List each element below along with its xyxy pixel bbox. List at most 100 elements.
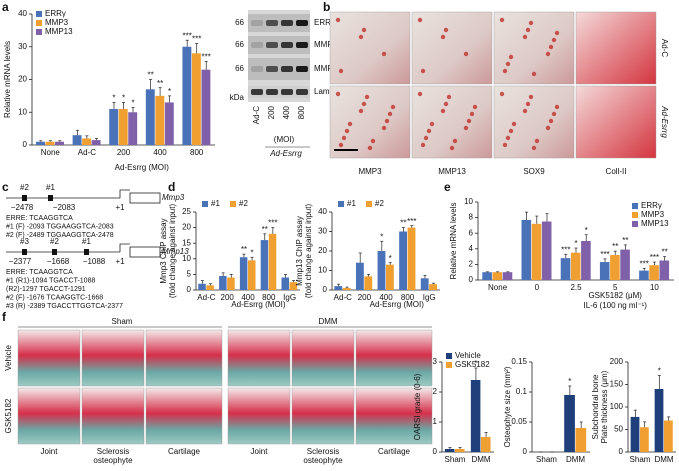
bar xyxy=(640,427,649,452)
bar xyxy=(386,264,394,290)
legend-swatch xyxy=(632,221,638,227)
bar xyxy=(342,288,351,290)
blot-strip xyxy=(248,14,310,32)
y-tick-label: 0 xyxy=(323,285,328,294)
y-axis-label: Subchondral bone xyxy=(591,374,600,439)
blot-band xyxy=(296,42,308,48)
significance: * xyxy=(474,359,477,368)
bar xyxy=(429,284,438,290)
bar xyxy=(334,286,343,290)
stained-cell xyxy=(531,71,537,77)
y-tick-label: 8 xyxy=(469,213,474,222)
bar xyxy=(420,278,429,290)
y-tick-label: 100 xyxy=(610,402,624,411)
blot-band xyxy=(296,66,308,72)
y-tick-label: 50 xyxy=(614,425,623,434)
bar xyxy=(481,437,491,452)
y-tick-label: 3 xyxy=(433,357,438,366)
lane-label: 800 xyxy=(297,105,306,119)
gene-name: Mmp13 xyxy=(162,247,189,256)
blot-band xyxy=(281,66,293,72)
position-label: −2083 xyxy=(53,203,76,212)
legend-label: #2 xyxy=(239,199,248,208)
x-tick-label: Sham xyxy=(630,455,651,464)
y-axis-label: Mmp13 ChIP assay xyxy=(295,216,304,286)
significance: ** xyxy=(147,71,153,80)
stained-cell xyxy=(429,121,435,127)
significance: ** xyxy=(612,242,618,251)
mw-label: 66 xyxy=(235,18,244,27)
position-label: −1088 xyxy=(83,257,106,266)
stained-cell xyxy=(361,27,367,33)
stained-cell xyxy=(463,51,469,57)
bar xyxy=(610,255,620,280)
bar xyxy=(72,135,82,145)
bar xyxy=(164,102,174,145)
y-axis-label: (fold change against input) xyxy=(168,204,177,299)
legend-swatch xyxy=(202,201,208,207)
y-tick-label: 0.1 xyxy=(516,387,528,396)
legend-swatch xyxy=(36,11,42,17)
x-tick-label: Sham xyxy=(536,455,557,464)
stained-cell xyxy=(554,104,560,110)
bar xyxy=(355,262,364,290)
blot-band-label: MMP13 xyxy=(314,64,342,73)
histology-image xyxy=(17,329,81,387)
bar xyxy=(664,420,673,452)
bar xyxy=(182,46,192,145)
stained-cell xyxy=(423,135,429,141)
y-tick-label: 40 xyxy=(18,9,27,18)
legend-label: Vehicle xyxy=(455,351,481,360)
erre-site xyxy=(52,249,57,255)
stained-cell xyxy=(440,34,446,40)
stained-cell xyxy=(417,17,423,23)
y-tick-label: 6 xyxy=(469,228,474,237)
y-tick-label: 40 xyxy=(318,207,327,216)
blot-band xyxy=(251,42,263,48)
bar xyxy=(560,258,571,280)
legend-label: #2 xyxy=(375,199,384,208)
column-label: Sclerosis osteophyte xyxy=(93,447,133,465)
erre-sequence: ERRE: TCAAGGTCA xyxy=(6,215,73,222)
x-tick-label: 400 xyxy=(241,293,255,302)
x-tick-label: 0 xyxy=(535,283,540,292)
significance: ** xyxy=(661,248,667,257)
x-tick-label: 5 xyxy=(613,283,618,292)
stained-cell xyxy=(384,118,390,124)
significance: *** xyxy=(650,253,659,262)
gene-name: Mmp3 xyxy=(162,193,185,202)
stained-cell xyxy=(466,118,472,124)
legend-label: ERRγ xyxy=(45,9,66,18)
stained-cell xyxy=(440,108,446,114)
bar xyxy=(109,108,119,145)
bar xyxy=(492,272,503,280)
bar xyxy=(281,277,289,290)
y-tick-label: 200 xyxy=(610,357,624,366)
stained-cell xyxy=(370,138,376,144)
gene-box xyxy=(129,192,161,204)
bar xyxy=(531,223,542,280)
significance: *** xyxy=(183,31,192,40)
legend-label: #1 xyxy=(347,199,356,208)
significance: * xyxy=(658,367,661,376)
histology-image xyxy=(575,11,657,85)
bar xyxy=(91,140,101,145)
bar xyxy=(444,449,455,452)
stained-cell xyxy=(528,20,534,26)
bar xyxy=(201,69,211,145)
legend-label: MMP3 xyxy=(45,18,69,27)
stained-cell xyxy=(499,17,505,23)
significance: ** xyxy=(400,219,406,228)
stained-cell xyxy=(469,111,475,117)
blot-band xyxy=(281,89,293,95)
stained-cell xyxy=(548,44,554,50)
stained-cell xyxy=(525,27,531,33)
site-label: #3 xyxy=(20,237,29,246)
y-tick-label: 20 xyxy=(18,75,27,84)
y-tick-label: 10 xyxy=(18,107,27,116)
panel-label: e xyxy=(444,180,451,194)
legend-swatch xyxy=(366,201,372,207)
bar xyxy=(521,219,532,280)
y-axis-label: Mmp3 ChIP assay xyxy=(159,218,168,283)
bar xyxy=(364,276,373,290)
